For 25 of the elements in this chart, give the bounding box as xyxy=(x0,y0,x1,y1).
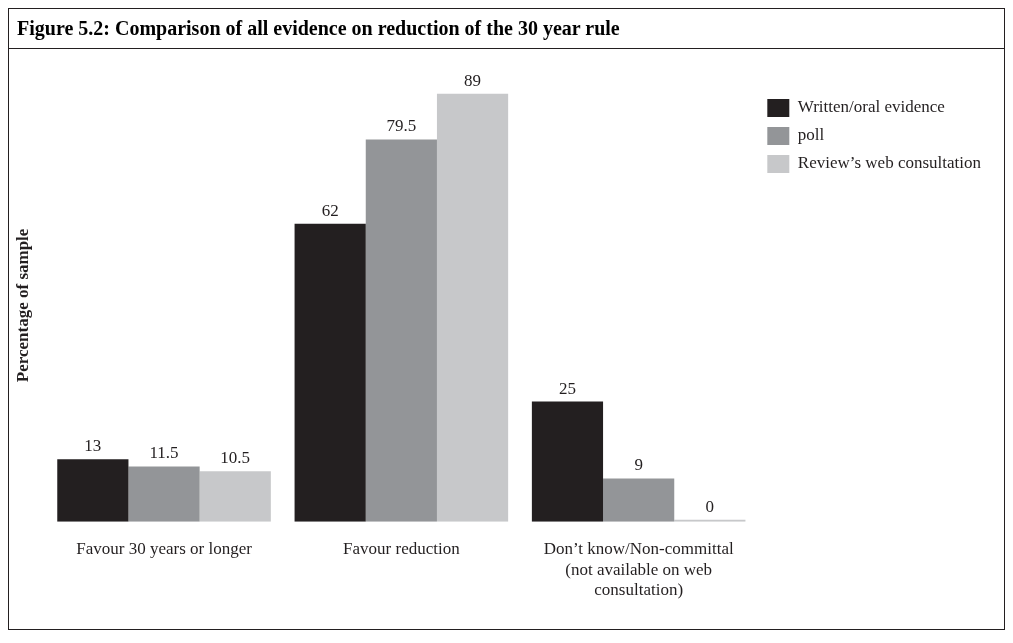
data-label: 11.5 xyxy=(149,443,179,463)
legend-label: Written/oral evidence xyxy=(797,97,945,117)
data-label: 0 xyxy=(705,496,715,516)
bar xyxy=(294,223,366,522)
data-label: 9 xyxy=(634,455,643,475)
data-label: 62 xyxy=(321,200,339,220)
bar xyxy=(57,459,129,522)
bar xyxy=(603,478,675,522)
data-label: 13 xyxy=(84,436,102,456)
bar xyxy=(199,471,271,522)
y-axis-title: Percentage of sample xyxy=(12,228,32,383)
bar xyxy=(128,466,200,522)
x-tick-label: Favour 30 years or longer xyxy=(76,539,253,559)
bar xyxy=(365,139,437,522)
legend-label: Review’s web consultation xyxy=(797,153,982,173)
x-tick-label: Favour reduction xyxy=(343,539,461,559)
x-tick-label: Don’t know/Non-committal (not available on web consultation) xyxy=(543,539,734,600)
data-label: 25 xyxy=(558,378,576,398)
bar xyxy=(531,401,604,522)
bar xyxy=(436,93,509,522)
chart-title: Figure 5.2: Comparison of all evidence on reduction of the 30 year rule xyxy=(9,9,1004,49)
data-label: 10.5 xyxy=(220,448,251,468)
legend-label: poll xyxy=(797,125,825,145)
data-label: 89 xyxy=(464,70,482,90)
data-label: 79.5 xyxy=(386,116,417,136)
